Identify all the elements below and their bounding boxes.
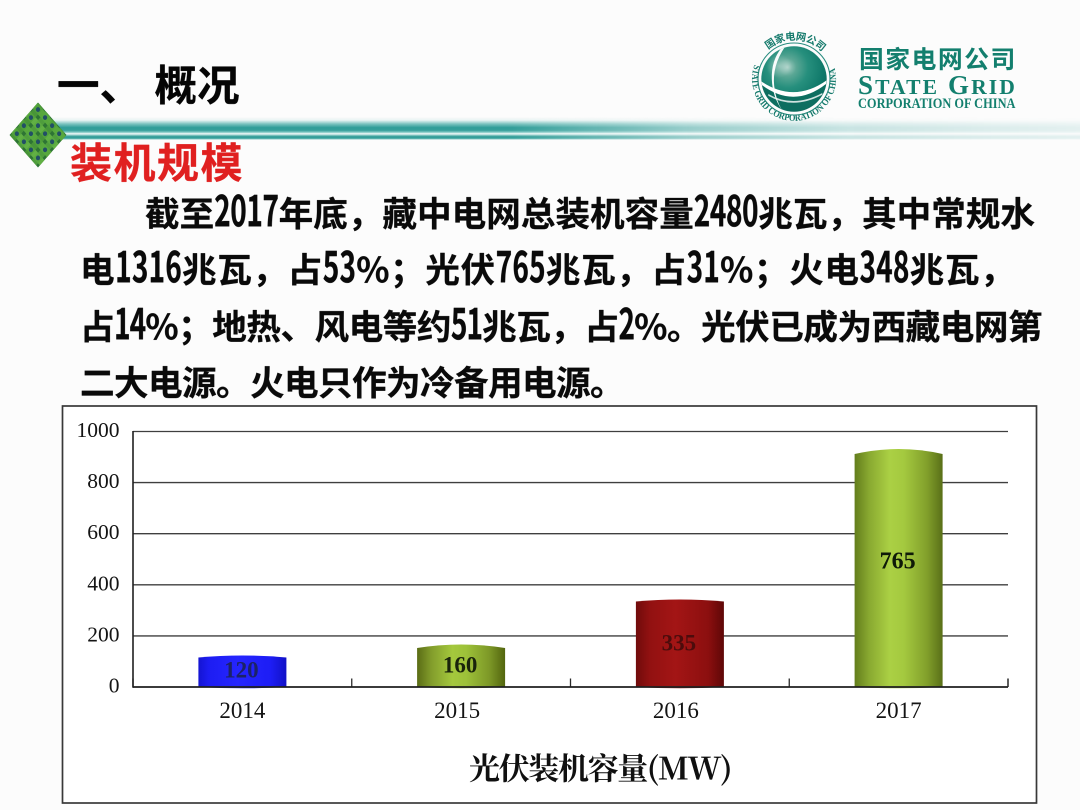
- svg-text:1000: 1000: [77, 418, 120, 442]
- svg-text:120: 120: [224, 658, 259, 683]
- svg-text:2017: 2017: [876, 698, 922, 723]
- svg-text:600: 600: [87, 520, 119, 544]
- svg-text:335: 335: [662, 631, 697, 656]
- svg-text:0: 0: [109, 674, 120, 698]
- svg-text:2015: 2015: [434, 698, 480, 723]
- svg-text:400: 400: [87, 571, 119, 595]
- svg-text:800: 800: [87, 469, 119, 493]
- svg-text:2014: 2014: [219, 698, 266, 723]
- svg-text:160: 160: [443, 653, 478, 678]
- svg-text:200: 200: [87, 622, 119, 646]
- svg-text:2016: 2016: [653, 698, 699, 723]
- svg-text:765: 765: [880, 549, 916, 575]
